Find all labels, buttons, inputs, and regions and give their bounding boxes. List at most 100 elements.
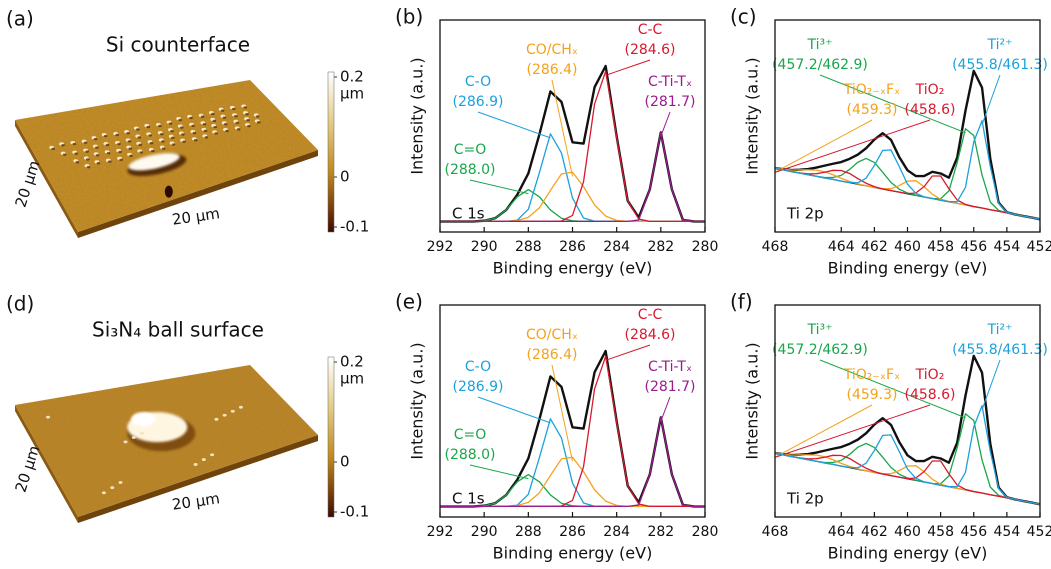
afm-side	[15, 405, 78, 523]
afm-particle-shadow	[96, 162, 101, 165]
x-tick-label: 288	[515, 524, 542, 540]
panel-label: (e)	[395, 290, 423, 314]
leader-line	[469, 179, 529, 195]
x-tick-label: 292	[427, 239, 454, 255]
afm-particle-shadow	[234, 114, 238, 118]
core-level-annotation: Ti 2p	[786, 205, 824, 223]
afm-particle-shadow	[139, 151, 143, 154]
afm-particle-shadow	[95, 146, 99, 149]
x-tick-label: 464	[828, 239, 855, 255]
colorbar-unit: µm	[340, 370, 364, 388]
component-name: C-C	[638, 307, 663, 323]
x-tick-label: 452	[1027, 524, 1051, 540]
afm-particle-shadow	[178, 118, 182, 122]
afm-particle-shadow	[159, 132, 164, 136]
component-position: (284.6)	[624, 42, 675, 58]
afm-particle-shadow	[204, 136, 209, 139]
component-line	[774, 167, 1041, 220]
x-tick-label: 284	[603, 524, 630, 540]
afm-debris	[128, 152, 180, 171]
leader-line	[477, 111, 551, 139]
x-tick-label: 464	[828, 524, 855, 540]
afm-particle-shadow	[256, 121, 261, 124]
component-position: (458.6)	[904, 102, 955, 118]
afm-debris	[131, 412, 156, 427]
afm-particle-shadow	[115, 133, 119, 137]
x-tick-label: 290	[471, 239, 498, 255]
plot-frame	[439, 19, 706, 233]
afm-particle-shadow	[246, 118, 250, 122]
afm-particle-shadow	[223, 123, 228, 126]
afm-particle-shadow	[85, 150, 89, 153]
afm-particle	[123, 440, 128, 444]
afm-particle-shadow	[161, 140, 165, 143]
component-name: TiO₂	[915, 82, 945, 98]
x-tick-label: 454	[994, 524, 1021, 540]
afm-particle-shadow	[243, 106, 248, 109]
component-position: (288.0)	[444, 162, 495, 178]
afm-particle-shadow	[150, 149, 155, 153]
leader-line	[469, 464, 529, 480]
colorbar	[327, 356, 335, 518]
afm-side	[15, 120, 78, 238]
x-tick-label: 456	[960, 524, 987, 540]
afm-particle-shadow	[193, 139, 198, 142]
afm-particle-shadow	[61, 144, 65, 147]
component-line	[774, 452, 1041, 505]
leader-line	[660, 396, 671, 422]
leader-line	[477, 396, 551, 424]
afm-particle-shadow	[75, 161, 80, 164]
afm-particle-shadow	[119, 158, 123, 161]
afm-particle-shadow	[105, 143, 110, 147]
afm-particle	[214, 417, 219, 421]
colorbar-tick-label: -0.1	[340, 503, 369, 521]
leader-line	[551, 364, 573, 462]
component-position: (455.8/461.3)	[952, 342, 1048, 358]
chart: (c) Intensity (a.u.) Binding energy (eV) 46…	[730, 5, 1051, 278]
component-name: C-O	[465, 74, 491, 90]
core-level-annotation: Ti 2p	[786, 490, 824, 508]
afm-particle-shadow	[191, 124, 195, 128]
afm-particle-shadow	[236, 128, 241, 131]
component-position: (459.3)	[846, 102, 897, 118]
component-position: (284.6)	[624, 327, 675, 343]
component-name: Ti³⁺	[806, 37, 832, 53]
afm-particle	[201, 458, 206, 461]
x-axis-label: Binding energy (eV)	[828, 259, 988, 278]
afm-particle-shadow	[72, 142, 77, 146]
afm-particle-shadow	[86, 158, 90, 161]
panel-label: (c)	[730, 5, 757, 29]
afm-particle-shadow	[136, 128, 140, 131]
afm-particle-shadow	[86, 165, 91, 169]
afm-particle-shadow	[161, 147, 166, 150]
x-tick-label: 460	[894, 239, 921, 255]
afm-particle	[118, 481, 123, 484]
x-tick-label: 286	[559, 524, 586, 540]
leader-line	[774, 404, 931, 458]
panel-label: (f)	[730, 290, 753, 314]
leader-line	[981, 74, 1001, 125]
afm-particle-shadow	[213, 125, 217, 129]
colorbar-tick-label: 0.2	[340, 68, 364, 86]
x-tick-label: 284	[603, 239, 630, 255]
afm-title: Si counterface	[106, 33, 250, 57]
afm-particle	[238, 405, 243, 409]
afm-side	[78, 150, 318, 238]
afm-particle-shadow	[220, 109, 225, 112]
afm-particle-shadow	[148, 134, 152, 137]
x-tick-label: 282	[647, 524, 674, 540]
afm-particle-shadow	[247, 124, 251, 128]
component-name: C-O	[465, 359, 491, 375]
leader-line	[819, 74, 966, 134]
afm-particle-shadow	[95, 154, 100, 157]
component-name: TiO₂	[915, 367, 945, 383]
x-tick-label: 280	[692, 524, 719, 540]
x-axis-label: Binding energy (eV)	[493, 259, 653, 278]
afm-size-x: 20 µm	[171, 204, 221, 229]
component-position: (459.3)	[846, 387, 897, 403]
component-position: (457.2/462.9)	[772, 342, 868, 358]
afm-particle	[193, 463, 198, 466]
component-position: (286.4)	[526, 62, 577, 78]
x-tick-label: 288	[515, 239, 542, 255]
x-tick-label: 280	[692, 239, 719, 255]
